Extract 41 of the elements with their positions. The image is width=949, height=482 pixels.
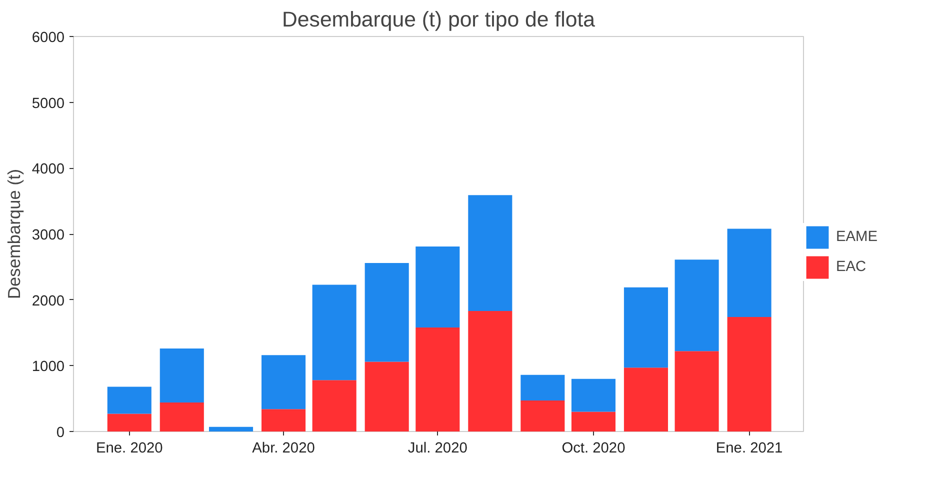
bar bbox=[209, 426, 254, 432]
bar bbox=[262, 409, 306, 432]
bar bbox=[571, 378, 616, 412]
bar bbox=[416, 246, 460, 328]
bar bbox=[160, 402, 204, 432]
bar bbox=[364, 262, 409, 362]
bar bbox=[674, 351, 719, 432]
x-tick-label: Ene. 2021 bbox=[716, 440, 783, 456]
y-tick-label: 1000 bbox=[32, 359, 65, 376]
bar bbox=[262, 355, 306, 410]
bar bbox=[468, 195, 512, 312]
bar bbox=[520, 400, 565, 432]
y-tick-label: 2000 bbox=[32, 293, 65, 310]
bar bbox=[624, 287, 668, 368]
legend-label: EAC bbox=[836, 259, 866, 275]
y-tick-label: 6000 bbox=[32, 30, 65, 46]
x-tick-label: Ene. 2020 bbox=[96, 440, 163, 456]
y-tick-label: 4000 bbox=[32, 162, 65, 178]
bar bbox=[107, 414, 152, 432]
legend-label: EAME bbox=[836, 229, 878, 245]
y-tick-label: 5000 bbox=[32, 96, 65, 112]
bar bbox=[364, 362, 409, 432]
chart-title: Desembarque (t) por tipo de flota bbox=[282, 8, 596, 32]
y-tick-label: 0 bbox=[56, 425, 65, 441]
bar bbox=[312, 380, 356, 432]
bar bbox=[624, 368, 668, 432]
x-tick-label: Abr. 2020 bbox=[252, 440, 315, 456]
bar bbox=[312, 284, 356, 380]
y-axis-title: Desembarque (t) bbox=[4, 168, 24, 300]
x-tick-label: Jul. 2020 bbox=[408, 440, 468, 456]
bar bbox=[727, 316, 772, 432]
bar bbox=[727, 228, 772, 317]
y-tick-label: 3000 bbox=[32, 228, 65, 244]
x-tick-label: Oct. 2020 bbox=[562, 440, 626, 456]
bar bbox=[468, 311, 512, 432]
bar bbox=[416, 327, 460, 432]
bar bbox=[107, 386, 152, 414]
bar bbox=[674, 260, 719, 352]
bar bbox=[160, 348, 204, 403]
bar bbox=[571, 412, 616, 432]
bar bbox=[520, 374, 565, 401]
